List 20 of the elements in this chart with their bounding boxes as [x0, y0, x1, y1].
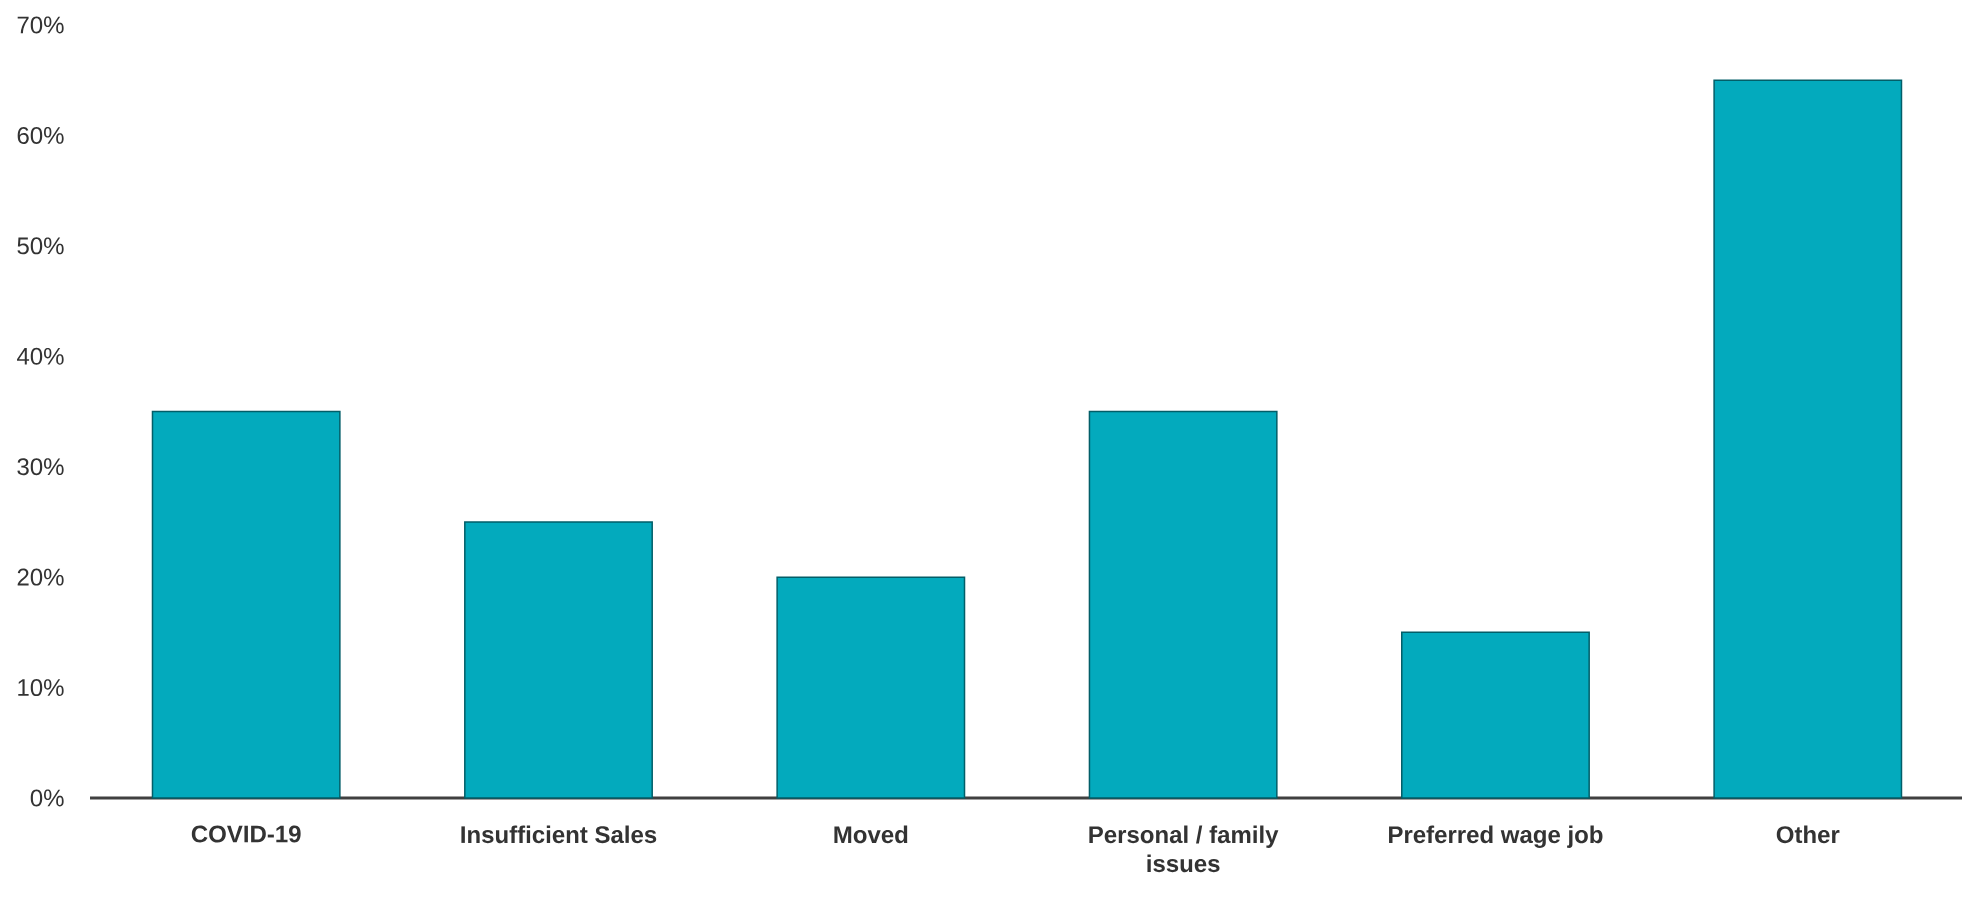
y-tick-label: 20% [17, 568, 64, 586]
bar [1713, 79, 1903, 799]
bar [1088, 410, 1278, 799]
x-tick-label: Personal / family issues [1089, 825, 1279, 873]
y-tick-label: 30% [17, 458, 64, 476]
y-tick-label: 60% [17, 126, 64, 144]
y-tick-label: 10% [18, 679, 64, 697]
x-tick-label: Other [1776, 825, 1840, 844]
bar [776, 576, 966, 799]
y-tick-label: 70% [17, 16, 64, 34]
bar [464, 521, 653, 799]
y-tick-label: 0% [30, 789, 64, 807]
bar [151, 410, 341, 799]
x-tick-label: Insufficient Sales [461, 825, 657, 844]
bar [1401, 631, 1590, 799]
y-tick-label: 40% [17, 347, 64, 365]
x-tick-label: COVID-19 [191, 825, 301, 843]
x-tick-label: Preferred wage job [1389, 825, 1603, 848]
x-tick-label: Moved [834, 825, 908, 844]
y-tick-label: 50% [17, 237, 64, 255]
